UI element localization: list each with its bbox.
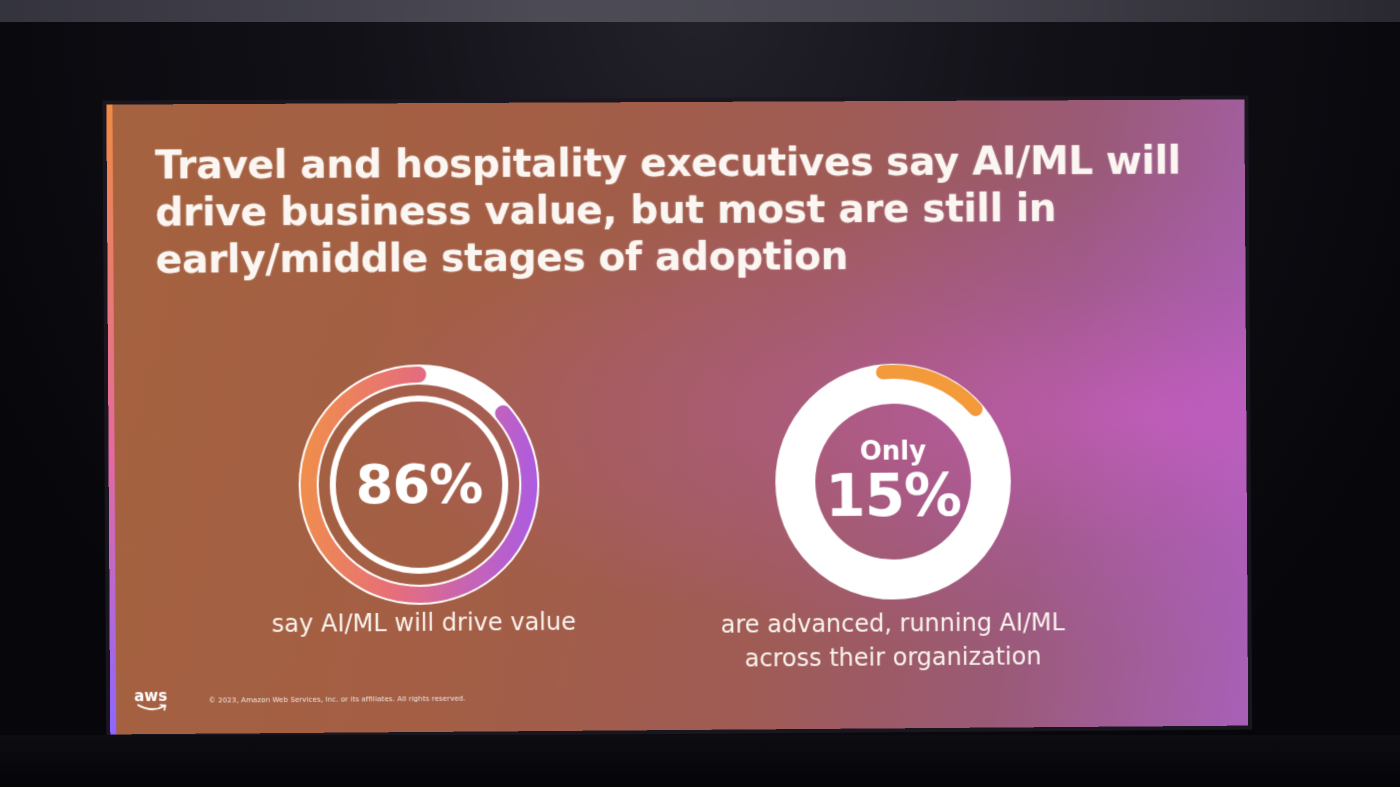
stat-value: 15% (825, 465, 961, 526)
donut-label: Only 15% (762, 350, 1025, 613)
stat-drive-value: 86% say AI/ML will drive value (277, 353, 578, 355)
slide-title-line: drive business value, but most are still… (155, 185, 1175, 237)
stat-caption-line: are advanced, running AI/ML (683, 605, 1102, 642)
stat-caption: are advanced, running AI/ML across their… (683, 605, 1102, 676)
slide-title-line: Travel and hospitality executives say AI… (155, 138, 1175, 190)
slide-title: Travel and hospitality executives say AI… (155, 138, 1176, 284)
stat-advanced: Only 15% are advanced, running AI/ML acr… (750, 350, 1049, 352)
stat-caption-line: across their organization (683, 639, 1102, 676)
aws-smile-icon (137, 703, 167, 713)
slide-footer: aws © 2023, Amazon Web Services, Inc. or… (134, 684, 466, 717)
stat-value: 86% (356, 455, 483, 514)
aws-logo: aws (134, 688, 172, 714)
copyright-notice: © 2023, Amazon Web Services, Inc. or its… (209, 695, 466, 705)
presentation-slide: Travel and hospitality executives say AI… (106, 99, 1248, 734)
donut-label: 86% (287, 353, 551, 617)
ceiling-strip (0, 0, 1400, 22)
stat-caption-line: say AI/ML will drive value (213, 604, 634, 641)
stat-caption: say AI/ML will drive value (213, 604, 634, 641)
slide-title-line: early/middle stages of adoption (155, 231, 1175, 283)
floor-shadow (0, 735, 1400, 787)
